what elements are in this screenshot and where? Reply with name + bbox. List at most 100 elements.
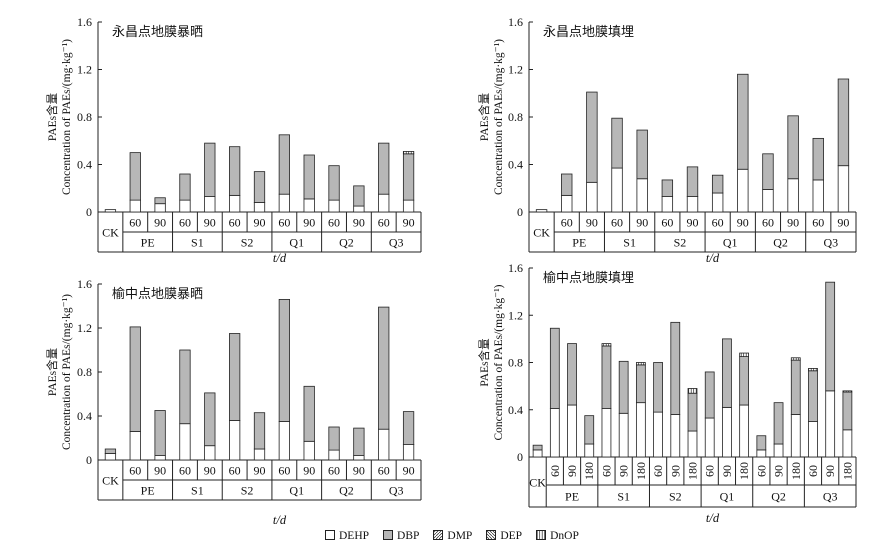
bar-dehp-6 <box>229 194 241 213</box>
day-tick-label: 90 <box>154 216 166 230</box>
bar-dbp-12 <box>722 338 732 408</box>
group-label: Q3 <box>389 236 404 250</box>
day-tick-label: 180 <box>789 462 803 480</box>
day-tick-label: 90 <box>565 465 579 477</box>
legend-item-dehp: DEHP <box>325 529 369 543</box>
bar-dbp-10 <box>687 392 698 432</box>
group-label: CK <box>102 226 119 240</box>
group-label: Q2 <box>773 236 788 250</box>
bar-dehp-10 <box>328 449 340 461</box>
bar-dehp-3 <box>154 203 166 213</box>
y-tick-label: 0.4 <box>508 403 523 417</box>
bar-dbp-11 <box>787 115 799 180</box>
y-axis-label-cn: PAEs含量 <box>477 93 491 141</box>
bar-dbp-13 <box>402 411 415 446</box>
bar-dbp-11 <box>353 427 365 457</box>
bar-dbp-12 <box>812 137 824 181</box>
legend-swatch-dbp <box>383 529 394 543</box>
group-label: S2 <box>241 236 254 250</box>
y-tick-label: 1.2 <box>77 321 92 335</box>
bar-dbp-13 <box>837 78 850 167</box>
legend-item-dep: DEP <box>486 529 523 543</box>
legend-item-dmp: DMP <box>433 529 472 543</box>
day-tick-label: 60 <box>703 465 717 477</box>
y-axis-label: Concentration of PAEs/(mg·kg⁻¹) <box>493 39 505 195</box>
day-tick-label: 90 <box>403 216 415 230</box>
bar-dbp-7 <box>253 412 266 450</box>
legend-swatch-dehp <box>325 529 335 543</box>
bar-dbp-9 <box>303 154 315 200</box>
bar-dbp-5 <box>601 345 612 409</box>
day-tick-label: 180 <box>582 462 596 480</box>
legend-swatch-dnop <box>536 529 547 543</box>
y-tick-label: 0.4 <box>77 409 92 423</box>
group-label: S1 <box>623 236 636 250</box>
day-tick-label: 60 <box>661 216 673 230</box>
bar-dehp-1 <box>104 452 117 461</box>
bar-dbp-10 <box>328 165 340 201</box>
bar-dehp-12 <box>812 179 824 213</box>
chart-panel-1: 0 0.4 0.8 1.2 1.6 永昌点地膜暴晒 PAEs含量 Concentration … <box>45 15 422 265</box>
bar-dbp-4 <box>611 117 623 169</box>
bar-dehp-5 <box>204 445 216 461</box>
y-axis-label: Concentration of PAEs/(mg·kg⁻¹) <box>61 39 73 195</box>
day-tick-label: 90 <box>668 465 682 477</box>
group-label: CK <box>533 226 550 240</box>
legend-label-dbp: DBP <box>397 530 420 542</box>
panel-title: 永昌点地膜填埋 <box>543 24 634 39</box>
y-tick-label: 1.2 <box>508 63 523 77</box>
day-tick-label: 90 <box>303 464 315 478</box>
bar-dehp-7 <box>635 402 646 458</box>
bar-dbp-3 <box>586 91 598 183</box>
day-tick-label: 60 <box>378 464 390 478</box>
day-tick-label: 60 <box>561 216 573 230</box>
bar-dbp-4 <box>584 415 595 445</box>
bar-dnop-13 <box>739 352 750 357</box>
legend-label-dep: DEP <box>500 530 523 542</box>
day-tick-label: 60 <box>229 464 241 478</box>
day-tick-label: 60 <box>229 216 241 230</box>
group-label: S2 <box>674 236 687 250</box>
group-label: S1 <box>191 236 204 250</box>
y-tick-label: 1.2 <box>77 63 92 77</box>
bar-dehp-3 <box>586 181 598 213</box>
day-tick-label: 90 <box>837 216 849 230</box>
bar-dehp-8 <box>278 421 290 461</box>
y-tick-label: 0.4 <box>508 158 523 172</box>
day-tick-label: 60 <box>599 465 613 477</box>
bar-dbp-6 <box>618 360 629 414</box>
bar-dehp-5 <box>204 196 216 213</box>
day-tick-label: 180 <box>634 462 648 480</box>
bar-dbp-11 <box>704 371 715 419</box>
bar-dehp-15 <box>773 443 784 458</box>
day-tick-label: 90 <box>586 216 598 230</box>
group-label: Q2 <box>339 484 354 498</box>
bar-dehp-6 <box>618 412 629 458</box>
y-tick-label: 1.6 <box>508 261 523 275</box>
bar-dbp-12 <box>378 142 390 195</box>
bar-dehp-9 <box>303 440 315 461</box>
day-tick-label: 60 <box>548 465 562 477</box>
bar-dehp-4 <box>179 199 191 213</box>
bar-dnop-7 <box>635 362 646 366</box>
y-axis-label-cn: PAEs含量 <box>477 338 491 386</box>
group-label: Q1 <box>289 236 304 250</box>
bar-dehp-8 <box>653 411 663 458</box>
day-tick-label: 60 <box>129 464 141 478</box>
bar-dbp-17 <box>808 370 818 422</box>
day-tick-label: 60 <box>278 464 290 478</box>
bar-dehp-7 <box>253 448 266 461</box>
group-label: CK <box>529 476 546 490</box>
x-axis-label: t/d <box>273 513 287 527</box>
bar-dehp-5 <box>601 408 612 458</box>
bar-dehp-8 <box>711 192 724 213</box>
bar-dnop-13 <box>402 151 415 155</box>
day-tick-label: 60 <box>611 216 623 230</box>
day-tick-label: 60 <box>328 464 340 478</box>
panel-title: 榆中点地膜暴晒 <box>112 286 203 301</box>
bar-dehp-3 <box>567 404 577 458</box>
day-tick-label: 60 <box>762 216 774 230</box>
bar-dbp-7 <box>686 166 699 197</box>
group-label: Q3 <box>824 236 839 250</box>
